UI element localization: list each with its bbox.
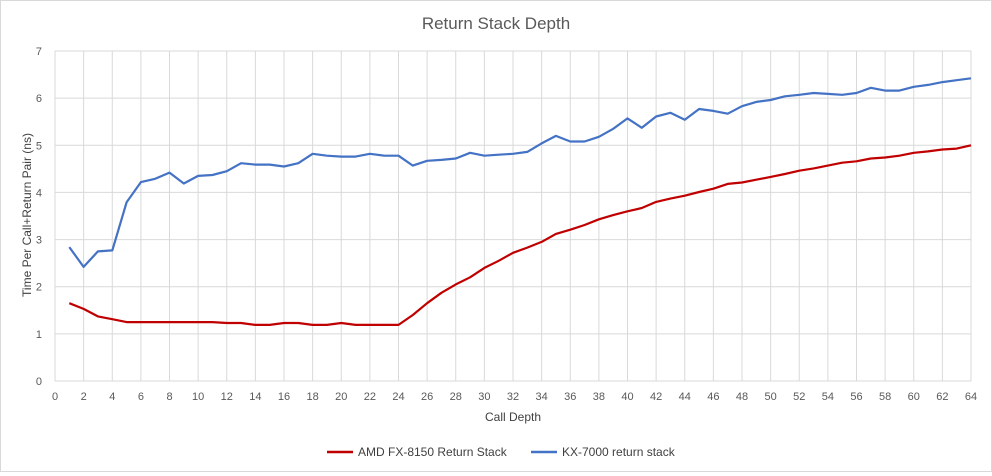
- x-tick-label: 16: [278, 391, 290, 403]
- x-tick-label: 42: [650, 391, 662, 403]
- x-tick-label: 18: [307, 391, 319, 403]
- chart-title: Return Stack Depth: [422, 14, 570, 33]
- x-tick-label: 46: [707, 391, 719, 403]
- legend: AMD FX-8150 Return Stack KX-7000 return s…: [327, 445, 676, 459]
- x-tick-label: 54: [822, 391, 834, 403]
- legend-label: AMD FX-8150 Return Stack: [358, 445, 508, 459]
- x-tick-label: 24: [392, 391, 404, 403]
- x-tick-label: 22: [364, 391, 376, 403]
- x-tick-label: 52: [793, 391, 805, 403]
- x-tick-label: 58: [879, 391, 891, 403]
- series-line-2: [68, 77, 972, 268]
- x-tick-label: 48: [736, 391, 748, 403]
- x-tick-label: 64: [965, 391, 977, 403]
- y-tick-label: 0: [36, 376, 42, 388]
- y-tick-label: 2: [36, 282, 42, 294]
- x-tick-label: 38: [593, 391, 605, 403]
- x-tick-label: 8: [166, 391, 172, 403]
- x-tick-label: 2: [81, 391, 87, 403]
- x-tick-label: 4: [109, 391, 115, 403]
- y-tick-label: 7: [36, 46, 42, 58]
- y-axis-label: Time Per Call+Return Pair (ns): [20, 133, 34, 297]
- x-tick-label: 0: [52, 391, 58, 403]
- y-axis-ticks: 0 1 2 3 4 5 6 7: [36, 46, 42, 388]
- x-tick-label: 36: [564, 391, 576, 403]
- x-tick-label: 20: [335, 391, 347, 403]
- x-tick-label: 34: [536, 391, 548, 403]
- x-tick-label: 28: [450, 391, 462, 403]
- x-tick-label: 62: [936, 391, 948, 403]
- series-lines: [68, 77, 972, 326]
- x-axis-label: Call Depth: [485, 410, 541, 424]
- x-tick-label: 40: [621, 391, 633, 403]
- series-line-1: [68, 144, 972, 326]
- x-tick-label: 6: [138, 391, 144, 403]
- x-tick-label: 60: [908, 391, 920, 403]
- y-tick-label: 1: [36, 329, 42, 341]
- legend-label: KX-7000 return stack: [562, 445, 676, 459]
- x-tick-label: 14: [249, 391, 261, 403]
- x-axis-ticks: 0 2 4 6 8 10 12 14 16 18 20 22 24 26 28 30 32 34 36 38 40 42 4…: [52, 391, 977, 403]
- gridlines: [54, 50, 972, 382]
- y-tick-label: 6: [36, 93, 42, 105]
- x-tick-label: 44: [679, 391, 691, 403]
- x-tick-label: 12: [221, 391, 233, 403]
- x-tick-label: 10: [192, 391, 204, 403]
- y-tick-label: 3: [36, 235, 42, 247]
- x-tick-label: 26: [421, 391, 433, 403]
- y-tick-label: 5: [36, 140, 42, 152]
- x-tick-label: 56: [850, 391, 862, 403]
- x-tick-label: 32: [507, 391, 519, 403]
- x-tick-label: 30: [478, 391, 490, 403]
- y-tick-label: 4: [36, 187, 42, 199]
- x-tick-label: 50: [765, 391, 777, 403]
